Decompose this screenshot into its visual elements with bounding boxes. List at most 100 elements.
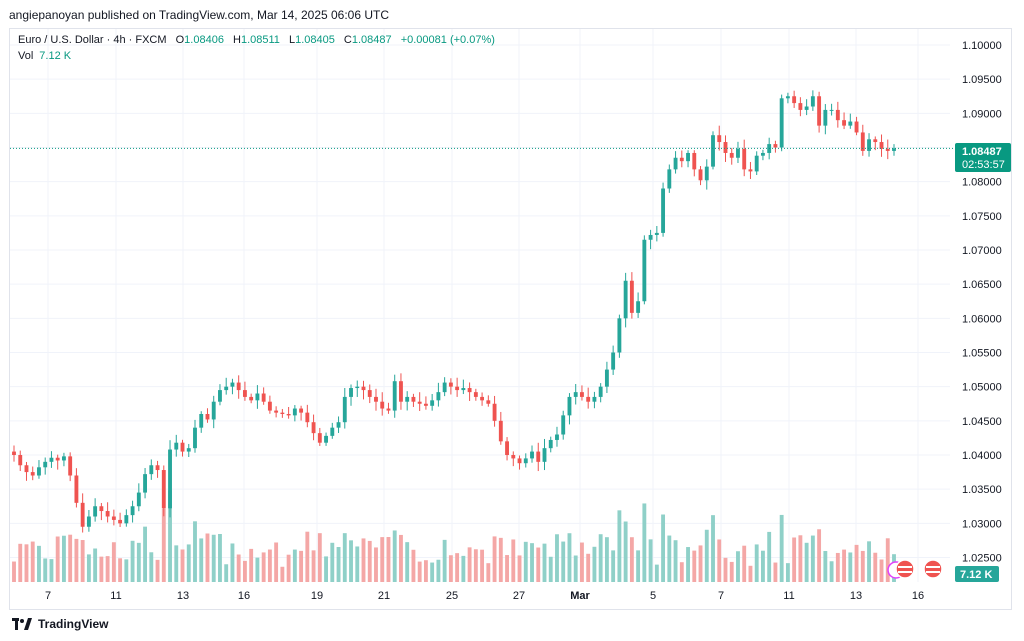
volume-bar (617, 510, 622, 582)
volume-bar (473, 549, 478, 582)
volume-bar (567, 533, 572, 582)
candle-body (792, 96, 797, 104)
y-tick-label: 1.06500 (962, 279, 1002, 291)
y-tick-label: 1.04000 (962, 450, 1002, 462)
candle-body (455, 386, 460, 391)
candle-body (817, 96, 822, 126)
x-tick-label: 13 (177, 590, 189, 602)
symbol-name[interactable]: Euro / U.S. Dollar · 4h · FXCM (18, 34, 167, 46)
volume-bar (873, 552, 878, 582)
candle-body (80, 502, 85, 527)
volume-bar (111, 542, 116, 582)
volume-bar (536, 547, 541, 582)
candle-body (93, 506, 98, 517)
volume-badge (955, 566, 999, 582)
volume-bar (174, 545, 179, 582)
candle-body (867, 139, 871, 151)
volume-bar (848, 552, 853, 582)
candle-body (355, 386, 360, 389)
candle-body (386, 408, 391, 411)
x-tick-label: 21 (378, 590, 390, 602)
time-axis: 7 11 13 16 19 21 25 27 Mar 5 7 11 13 16 (45, 590, 924, 602)
volume-bar (698, 545, 703, 582)
volume-bar (55, 536, 60, 582)
volume-bar (654, 564, 659, 582)
footer-brand[interactable]: TradingView (12, 617, 108, 631)
x-tick-label: 25 (446, 590, 458, 602)
candle-body (804, 106, 809, 110)
candle-body (761, 152, 765, 156)
volume-bar (586, 553, 591, 582)
volume-bar (636, 550, 641, 582)
volume-bar (692, 550, 697, 582)
volume-bar (12, 561, 16, 582)
price-badge (955, 143, 1011, 172)
brand-name: TradingView (38, 617, 109, 631)
y-tick-label: 1.06000 (962, 313, 1002, 325)
volume-bar (305, 531, 310, 582)
y-tick-label: 1.03500 (962, 484, 1002, 496)
candle-body (86, 516, 91, 527)
price-axis: 1.100001.095001.090001.085001.080001.075… (962, 40, 1002, 565)
candle-body (99, 506, 104, 512)
volume-bar (548, 556, 553, 582)
candle-body (711, 135, 715, 167)
candle-body (180, 442, 185, 452)
candle-body (798, 103, 803, 110)
vol-value: 7.12 K (39, 50, 72, 62)
volume-bar (342, 533, 347, 582)
volume-bar (754, 544, 759, 582)
volume-bar (330, 542, 335, 582)
candle-body (361, 386, 366, 391)
volume-bar (242, 560, 247, 582)
candle-body (473, 392, 478, 397)
candle-body (317, 433, 322, 443)
x-tick-label: Mar (570, 590, 590, 602)
y-tick-label: 1.02500 (962, 553, 1002, 565)
candle-body (267, 401, 272, 411)
candle-body (174, 442, 179, 450)
volume-bar (767, 531, 772, 582)
flag-stripe (926, 566, 940, 568)
candle-body (30, 472, 35, 476)
candle-body (667, 169, 672, 189)
volume-legend: Vol 7.12 K (18, 50, 71, 62)
volume-bar (299, 550, 304, 582)
candle-body (592, 396, 597, 402)
volume-bar (461, 555, 466, 582)
candle-body (530, 451, 534, 459)
volume-bar (361, 538, 366, 582)
open-value: 1.08406 (184, 34, 224, 46)
candle-body (729, 152, 734, 158)
volume-bar (255, 557, 260, 582)
volume-bar (661, 514, 666, 582)
volume-bar (261, 552, 266, 582)
y-tick-label: 1.05000 (962, 382, 1002, 394)
candle-body (342, 396, 347, 423)
volume-bar (492, 536, 497, 582)
x-tick-label: 13 (850, 590, 862, 602)
volume-bar (280, 566, 285, 582)
x-tick-label: 11 (783, 590, 794, 602)
candle-body (617, 318, 622, 353)
candle-body (486, 400, 491, 404)
candle-body (692, 152, 697, 170)
candle-body (604, 369, 609, 387)
candle-body (467, 388, 472, 393)
candle-body (848, 121, 853, 126)
vol-label: Vol (18, 50, 34, 62)
candle-body (598, 386, 603, 397)
candle-body (274, 410, 279, 413)
candle-body (511, 455, 516, 459)
candle-body (623, 280, 628, 319)
volume-bar (417, 561, 422, 582)
chart-frame (9, 28, 1012, 610)
volume-bar (736, 551, 740, 582)
candle-body (517, 458, 522, 464)
volume-bar (386, 537, 391, 582)
volume-bar (93, 548, 98, 582)
x-tick-label: 19 (311, 590, 323, 602)
volume-bar (68, 534, 73, 582)
volume-bar (885, 538, 890, 582)
